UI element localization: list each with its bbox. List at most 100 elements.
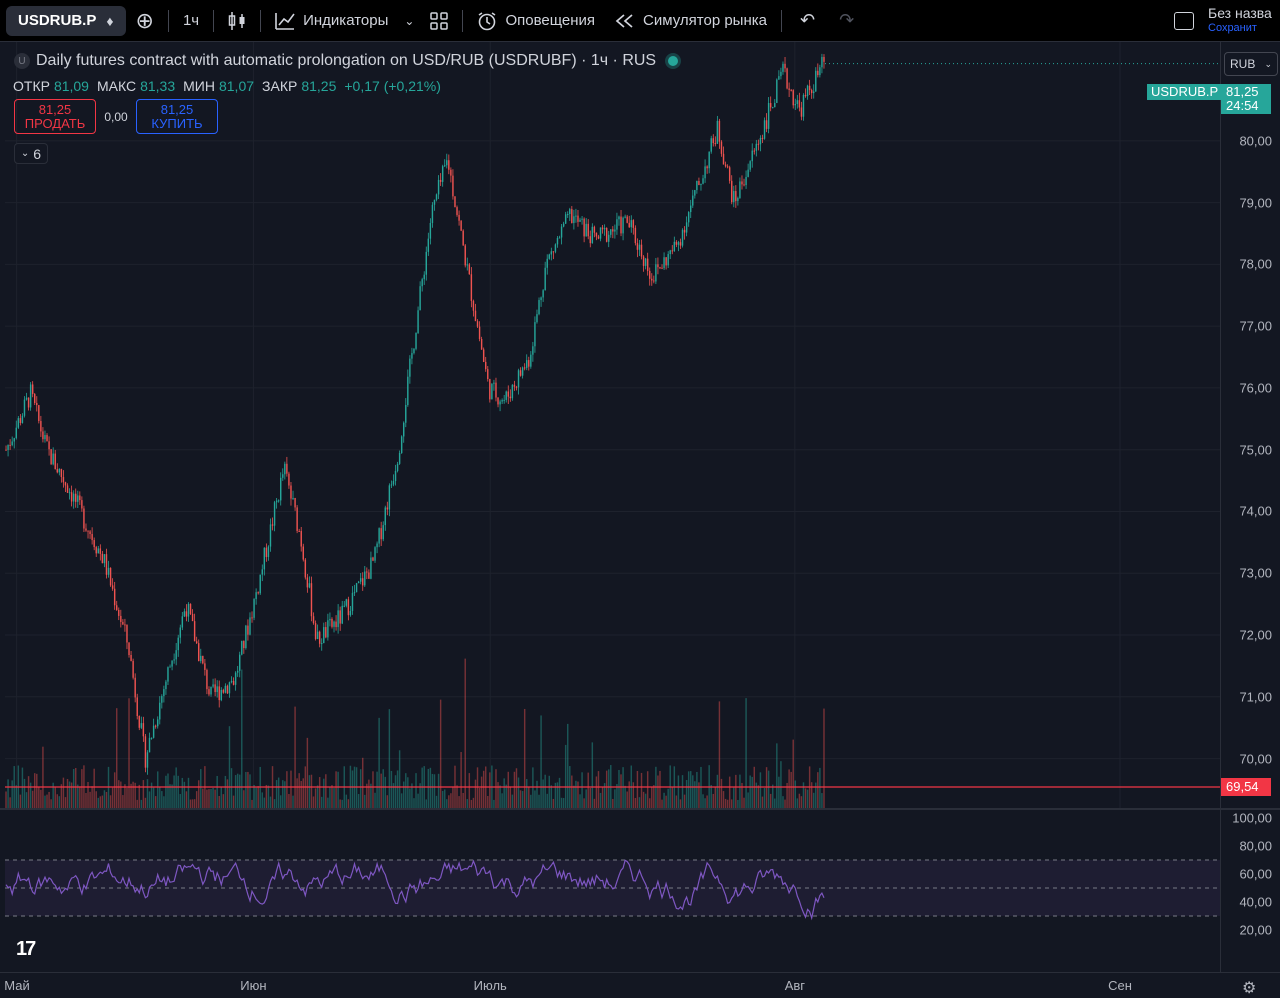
candle-body (458, 214, 460, 221)
tradingview-logo[interactable]: 17 (16, 938, 36, 960)
checkbox-icon[interactable] (1174, 12, 1194, 30)
bar-countdown: 24:54 (1226, 98, 1259, 113)
price-tick-label: 74,00 (1239, 503, 1272, 519)
volume-bar (509, 786, 512, 808)
interval-button[interactable]: 1ч (173, 5, 209, 37)
candle-body (230, 680, 233, 683)
chart-area[interactable]: U Daily futures contract with automatic … (0, 42, 1280, 972)
price-chart-svg[interactable] (5, 42, 1220, 808)
replay-button[interactable]: Симулятор рынка (605, 5, 777, 37)
candle-body (210, 686, 212, 695)
volume-bar (667, 788, 669, 808)
candle-body (536, 314, 538, 323)
volume-bar (749, 775, 751, 808)
candle-body (737, 197, 739, 202)
redo-icon[interactable]: ↷ (839, 10, 855, 30)
candle-body (425, 251, 427, 275)
indicators-button[interactable]: Индикаторы (265, 5, 398, 37)
candle-body (765, 120, 768, 129)
time-axis[interactable]: Май Июн Июль Авг Сен (0, 972, 1280, 998)
diamond-icon[interactable]: ♦ (106, 12, 114, 29)
candle-body (183, 611, 186, 617)
price-axis[interactable]: 80,00 79,00 78,00 77,00 76,00 75,00 74,00 73,00… (1220, 42, 1280, 972)
candle-body (632, 220, 635, 228)
rsi-pane[interactable] (5, 812, 1220, 972)
candle-body (452, 175, 454, 197)
indicators-label: Индикаторы (303, 12, 389, 29)
volume-bar (480, 776, 483, 808)
volume-bar (587, 772, 589, 808)
volume-bar (519, 790, 522, 808)
volume-bar (31, 790, 34, 808)
volume-bar (335, 771, 337, 808)
volume-bar (126, 787, 128, 808)
chart-type-button[interactable] (218, 5, 256, 37)
candle-body (316, 631, 319, 640)
volume-bar (476, 767, 479, 808)
volume-bar (396, 770, 399, 808)
volume-bar (405, 773, 407, 808)
legend-title[interactable]: Daily futures contract with automatic pr… (36, 52, 657, 69)
volume-bar (751, 776, 753, 808)
candle-body (714, 143, 717, 145)
candle-body (286, 463, 288, 474)
candle-body (302, 546, 304, 560)
candle-body (95, 547, 97, 554)
currency-select[interactable]: RUB ⌄ (1224, 52, 1278, 76)
price-pane[interactable] (5, 42, 1220, 808)
layout-grid-icon[interactable] (420, 5, 458, 37)
candle-body (530, 354, 532, 367)
volume-bar (608, 769, 610, 808)
candle-body (810, 90, 813, 94)
candle-body (585, 223, 587, 237)
buy-button[interactable]: 81,25 КУПИТЬ (136, 99, 218, 134)
rsi-chart-svg[interactable] (5, 812, 1220, 972)
sell-button[interactable]: 81,25 ПРОДАТЬ (14, 99, 96, 134)
candle-body (318, 631, 321, 644)
candle-body (706, 166, 708, 169)
volume-bar (345, 794, 348, 808)
volume-bar (573, 785, 575, 808)
volume-bar (208, 789, 210, 808)
low-label: МИН (183, 78, 215, 94)
candle-body (60, 468, 63, 478)
volume-bar (23, 778, 26, 808)
indicators-collapse-button[interactable]: ⌄ 6 (14, 143, 48, 164)
volume-bar (378, 717, 380, 808)
candle-body (87, 530, 89, 532)
candle-body (573, 216, 575, 224)
candle-body (659, 267, 661, 269)
volume-bar (241, 669, 243, 808)
candle-body (273, 502, 276, 526)
candle-body (513, 384, 516, 387)
gear-icon[interactable]: ⚙ (1242, 980, 1257, 997)
candle-body (755, 143, 758, 151)
alarm-clock-icon (479, 11, 496, 30)
compare-plus-icon[interactable]: ⊕ (135, 7, 154, 33)
candle-body (655, 264, 657, 282)
pane-separator[interactable] (0, 808, 1280, 810)
volume-bar (618, 770, 620, 808)
undo-icon[interactable]: ↶ (799, 10, 816, 30)
volume-bar (230, 768, 233, 808)
volume-bar (19, 794, 22, 808)
volume-bar (452, 786, 454, 808)
volume-bar (683, 794, 686, 808)
alerts-button[interactable]: Оповещения (467, 5, 605, 37)
market-status-icon[interactable] (668, 56, 679, 66)
indicators-dropdown-chevron-down-icon[interactable]: ⌄ (404, 13, 415, 28)
symbol-search-button[interactable]: USDRUB.P ♦ (6, 5, 126, 36)
volume-bar (482, 770, 485, 808)
volume-bar (314, 788, 317, 808)
candle-body (515, 386, 518, 388)
volume-bar (9, 797, 11, 808)
candle-body (509, 396, 512, 399)
volume-bar (616, 784, 618, 808)
candle-body (177, 637, 179, 651)
volume-bar (99, 796, 102, 808)
candle-body (99, 548, 102, 554)
candle-body (257, 592, 259, 594)
candle-body (790, 89, 792, 91)
volume-bar (626, 791, 628, 808)
layout-name[interactable]: Без назва Сохранит (1208, 6, 1280, 36)
